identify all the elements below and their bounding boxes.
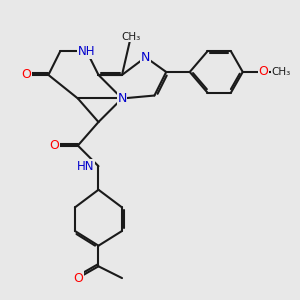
Text: O: O — [73, 272, 83, 285]
Text: N: N — [141, 51, 150, 64]
Text: NH: NH — [78, 45, 95, 58]
Text: O: O — [50, 139, 59, 152]
Text: CH₃: CH₃ — [272, 67, 291, 77]
Text: O: O — [258, 65, 268, 79]
Text: O: O — [21, 68, 31, 81]
Text: HN: HN — [76, 160, 94, 173]
Text: CH₃: CH₃ — [121, 32, 140, 42]
Text: N: N — [117, 92, 127, 105]
